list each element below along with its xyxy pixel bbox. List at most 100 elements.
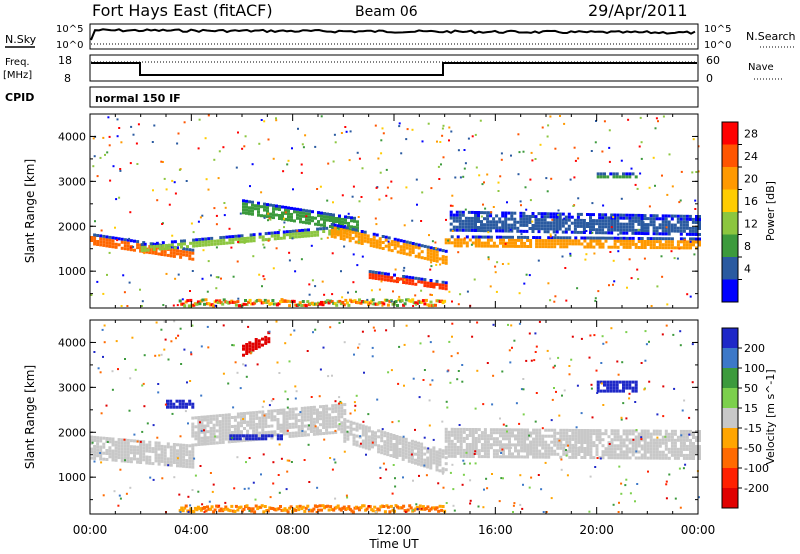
data-cell [230,434,234,437]
data-cell [408,253,412,257]
data-cell [492,241,496,245]
data-cell [586,242,590,246]
data-cell [397,420,400,423]
data-cell [405,324,408,327]
data-cell [452,504,455,507]
data-cell [604,222,608,226]
data-cell [411,282,415,286]
data-cell [586,213,589,216]
data-cell [450,427,454,431]
data-cell [209,435,213,439]
data-cell [272,267,275,270]
data-cell [510,229,514,233]
data-cell [105,437,109,440]
data-cell [350,225,353,229]
data-cell [148,440,152,444]
data-cell [278,443,281,446]
data-cell [267,430,271,434]
data-cell [450,454,454,458]
data-cell [468,443,472,446]
data-cell [513,211,517,215]
data-cell [467,216,471,220]
data-cell [692,240,695,244]
data-cell [447,439,451,443]
data-cell [191,416,195,420]
data-cell [279,505,282,508]
data-cell [297,127,299,130]
data-cell [628,239,632,243]
data-cell [628,172,632,176]
data-cell [492,440,496,444]
data-cell [160,250,164,253]
data-cell [345,507,349,511]
data-cell [613,456,617,460]
data-cell [526,437,530,441]
data-cell [655,453,659,457]
data-cell [432,350,435,353]
data-cell [532,440,536,444]
data-cell [171,179,174,182]
data-cell [580,441,584,444]
data-cell [235,437,239,441]
data-cell [549,221,553,225]
data-cell [612,386,616,390]
data-cell [670,226,674,230]
data-cell [207,260,210,263]
data-cell [628,228,632,232]
data-cell [398,125,401,128]
data-cell [550,428,554,432]
data-cell [678,247,681,250]
data-cell [120,246,124,250]
data-cell [616,438,620,442]
data-cell [339,228,343,231]
data-cell [516,226,520,230]
data-cell [204,243,208,247]
data-cell [649,441,653,445]
data-cell [102,234,106,238]
data-cell [122,274,125,277]
data-cell [331,416,335,420]
data-cell [429,463,433,467]
data-cell [384,235,388,239]
data-cell [610,226,613,229]
data-cell [270,231,274,235]
data-cell [552,212,556,216]
data-cell [649,453,653,457]
data-cell [331,410,335,414]
data-cell [489,238,493,242]
data-cell [415,503,418,506]
data-cell [525,359,528,362]
data-cell [498,226,502,230]
data-cell [301,300,305,303]
data-cell [148,461,152,465]
data-cell [282,429,286,433]
data-cell [275,507,279,511]
data-cell [169,451,173,455]
data-cell [600,382,603,385]
data-cell [334,429,337,432]
data-cell [465,449,469,452]
data-cell [356,301,360,305]
data-cell [374,431,377,435]
data-cell [441,134,444,137]
data-cell [300,409,304,413]
data-cell [124,358,126,360]
data-cell [580,242,584,246]
data-cell [432,461,436,465]
data-cell [592,213,595,217]
data-cell [318,504,322,508]
data-cell [319,423,322,427]
data-cell [486,229,490,233]
data-cell [398,345,401,348]
data-cell [102,457,106,461]
data-cell [99,448,103,452]
data-cell [625,222,629,226]
data-cell [264,419,268,423]
data-cell [303,412,307,416]
data-cell [270,415,274,419]
data-cell [637,432,641,436]
data-cell [622,386,625,390]
data-cell [627,118,630,121]
data-cell [331,407,335,411]
data-cell [634,383,638,387]
